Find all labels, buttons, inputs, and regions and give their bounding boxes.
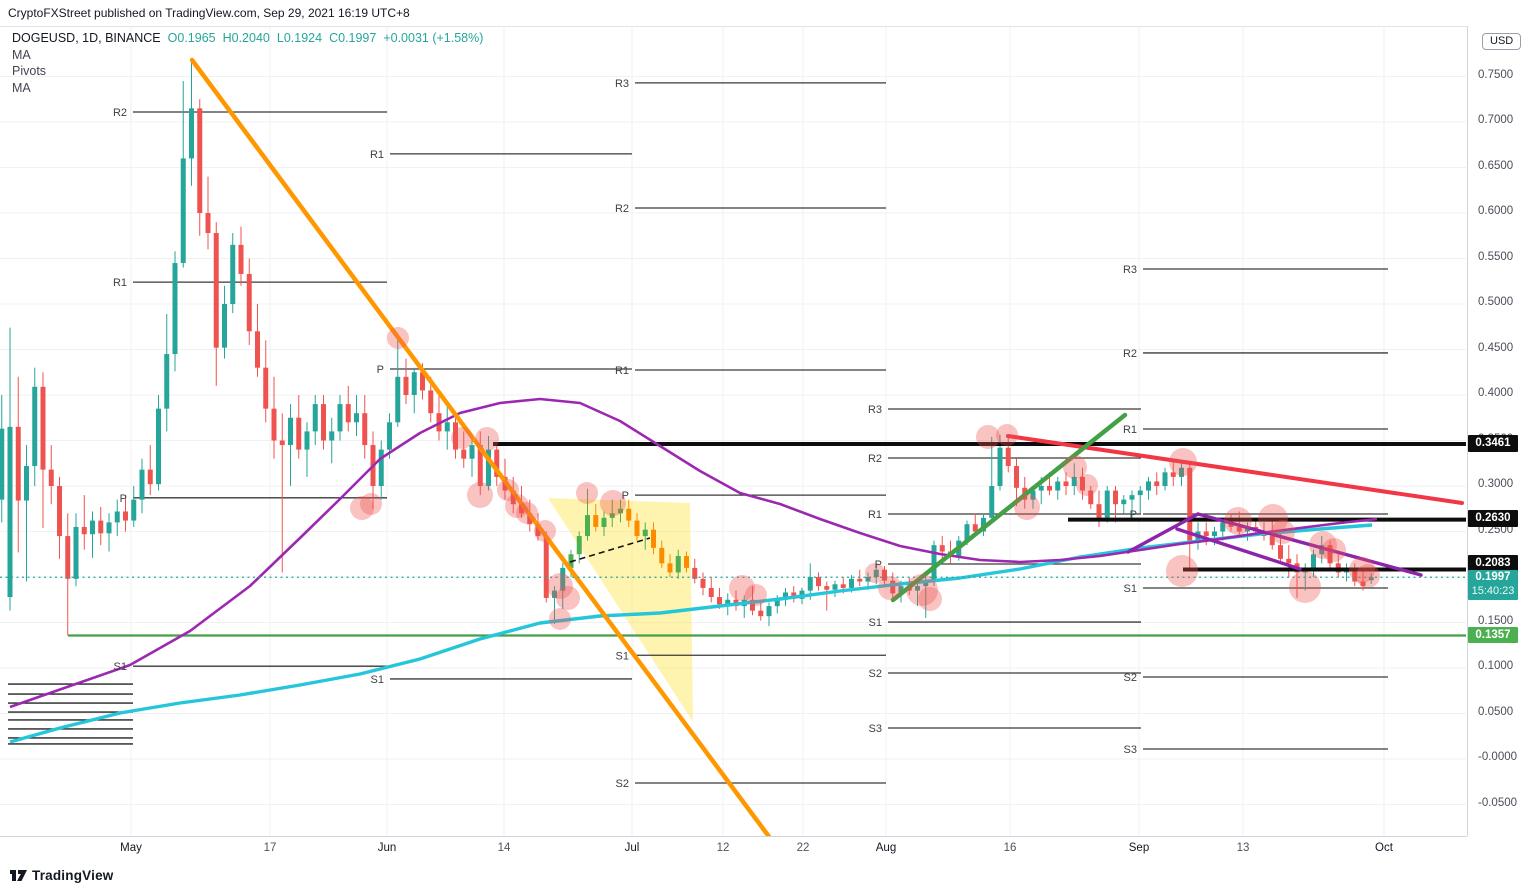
pivot-lines-layer bbox=[133, 82, 1388, 784]
price-chart-canvas[interactable]: R2 R1 P S1 R1 P S1 R3 R2 R1 P S1 S2 R3 R2 R1 P S1 S2 S3 R3 R2… bbox=[0, 27, 1467, 837]
price-axis-label: 0.5000 bbox=[1478, 296, 1514, 308]
time-axis-label: 16 bbox=[1003, 842, 1017, 854]
svg-text:S2: S2 bbox=[869, 668, 882, 680]
time-axis-label: Oct bbox=[1375, 842, 1393, 854]
indicator-ma-1[interactable]: MA bbox=[12, 47, 31, 62]
price-badge: 0.2630 bbox=[1468, 510, 1518, 528]
ma-cyan-line bbox=[9, 523, 1373, 744]
svg-text:S3: S3 bbox=[869, 723, 882, 735]
price-badge: 0.3461 bbox=[1468, 434, 1518, 452]
open-value: O0.1965 bbox=[167, 31, 216, 45]
price-axis-label: 0.0500 bbox=[1478, 705, 1514, 718]
svg-text:P: P bbox=[1130, 509, 1137, 521]
time-axis-label: May bbox=[120, 842, 142, 854]
indicator-pivots[interactable]: Pivots bbox=[12, 64, 47, 78]
price-badge: 0.2083 bbox=[1468, 554, 1518, 572]
footer-strip: TradingView bbox=[0, 862, 1536, 894]
purple-falling-lower bbox=[1175, 527, 1302, 571]
price-axis-label: 0.7000 bbox=[1478, 114, 1514, 126]
green-uptrend bbox=[890, 412, 1128, 603]
svg-text:R2: R2 bbox=[1123, 348, 1137, 360]
svg-text:R1: R1 bbox=[1123, 424, 1137, 436]
time-axis-label: 13 bbox=[1236, 842, 1250, 854]
signal-circles-layer bbox=[350, 327, 1380, 630]
tradingview-logo-icon bbox=[10, 870, 27, 881]
time-axis-label: 12 bbox=[716, 842, 730, 854]
orange-downtrend bbox=[189, 57, 773, 837]
price-axis[interactable]: USD 0.7500 0.7000 0.6500 0.6000 0.5500 0.5000… bbox=[1467, 26, 1536, 836]
svg-text:R1: R1 bbox=[868, 509, 882, 521]
svg-text:R2: R2 bbox=[868, 453, 882, 465]
svg-text:P: P bbox=[120, 493, 127, 505]
legend-symbol-row[interactable]: DOGEUSD, 1D, BINANCE O0.1965 H0.2040 L0.192… bbox=[12, 31, 490, 47]
price-axis-label: 0.5500 bbox=[1478, 250, 1514, 263]
price-axis-label: 0.6000 bbox=[1478, 205, 1514, 217]
svg-text:S2: S2 bbox=[1124, 672, 1137, 684]
price-axis-label: 0.1500 bbox=[1478, 614, 1514, 627]
symbol-title[interactable]: DOGEUSD, 1D, BINANCE bbox=[12, 31, 161, 45]
change-value: +0.0031 (+1.58%) bbox=[383, 31, 484, 45]
svg-text:S1: S1 bbox=[371, 674, 384, 686]
tradingview-logo[interactable]: TradingView bbox=[10, 868, 113, 883]
time-axis-label: Jul bbox=[624, 842, 640, 854]
pivot-labels-layer: R2 R1 P S1 R1 P S1 R3 R2 R1 P S1 S2 R3 R2 R1 P S1 S2 S3 R3 R2… bbox=[113, 78, 1137, 790]
grid-layer bbox=[0, 27, 1466, 837]
svg-text:P: P bbox=[622, 490, 629, 502]
low-value: L0.1924 bbox=[276, 31, 323, 45]
purple-falling-upper bbox=[1196, 512, 1423, 577]
price-badge: 0.1357 bbox=[1468, 626, 1518, 643]
close-value: C0.1997 bbox=[329, 31, 377, 45]
svg-text:R1: R1 bbox=[113, 277, 127, 289]
dashed-line bbox=[569, 537, 651, 563]
price-badge: 0.1997 15:40:23 bbox=[1468, 570, 1518, 601]
svg-text:R3: R3 bbox=[868, 404, 882, 416]
time-axis-label: Aug bbox=[875, 842, 897, 854]
chart-legend: DOGEUSD, 1D, BINANCE O0.1965 H0.2040 L0.192… bbox=[12, 31, 490, 96]
price-axis-label: 0.3000 bbox=[1478, 478, 1514, 490]
indicator-ma-2[interactable]: MA bbox=[12, 80, 31, 95]
chart-root: R2 R1 P S1 R1 P S1 R3 R2 R1 P S1 S2 R3 R2 R1 P S1 S2 S3 R3 R2… bbox=[0, 27, 1466, 837]
svg-text:R1: R1 bbox=[370, 149, 384, 161]
time-axis-label: 17 bbox=[263, 842, 277, 854]
price-axis-label: -0.0000 bbox=[1478, 751, 1518, 763]
tradingview-logo-text: TradingView bbox=[32, 868, 114, 883]
svg-text:R2: R2 bbox=[615, 203, 629, 215]
time-axis-label: Sep bbox=[1128, 842, 1150, 854]
svg-text:R1: R1 bbox=[615, 365, 629, 377]
highlight-zone-layer bbox=[548, 498, 693, 722]
attribution-bar: CryptoFXStreet published on TradingView.… bbox=[0, 0, 1536, 26]
time-axis-label: Jun bbox=[377, 842, 397, 854]
ma-purple-line bbox=[9, 397, 1378, 709]
svg-text:R3: R3 bbox=[1123, 264, 1137, 276]
price-axis-label: -0.0500 bbox=[1478, 796, 1518, 809]
high-value: H0.2040 bbox=[222, 31, 270, 45]
svg-text:S1: S1 bbox=[1124, 583, 1137, 595]
price-axis-label: 0.6500 bbox=[1478, 159, 1514, 172]
svg-text:S2: S2 bbox=[616, 778, 629, 790]
svg-text:R2: R2 bbox=[113, 107, 127, 119]
time-axis-label: 22 bbox=[796, 842, 810, 854]
price-axis-label: 0.7500 bbox=[1478, 68, 1514, 81]
price-axis-label: 0.1000 bbox=[1478, 660, 1514, 672]
svg-text:S1: S1 bbox=[616, 650, 629, 662]
svg-text:R3: R3 bbox=[615, 78, 629, 90]
chart-plot-area[interactable]: R2 R1 P S1 R1 P S1 R3 R2 R1 P S1 S2 R3 R2 R1 P S1 S2 S3 R3 R2… bbox=[0, 26, 1467, 837]
svg-text:S3: S3 bbox=[1124, 744, 1137, 756]
price-axis-label: 0.4000 bbox=[1478, 387, 1514, 399]
attribution-text: CryptoFXStreet published on TradingView.… bbox=[8, 6, 410, 20]
time-axis[interactable]: May 17 Jun 14 Jul 12 22 Aug 16 Sep 13 Oct bbox=[0, 836, 1467, 863]
svg-text:P: P bbox=[377, 364, 384, 376]
currency-button[interactable]: USD bbox=[1482, 33, 1522, 50]
svg-text:S1: S1 bbox=[114, 661, 127, 673]
purple-rising bbox=[1126, 512, 1200, 554]
trend-lines-layer bbox=[189, 57, 1464, 837]
svg-text:S1: S1 bbox=[869, 617, 882, 629]
price-axis-label: 0.4500 bbox=[1478, 341, 1514, 354]
svg-text:P: P bbox=[875, 559, 882, 571]
time-axis-label: 14 bbox=[497, 842, 511, 854]
